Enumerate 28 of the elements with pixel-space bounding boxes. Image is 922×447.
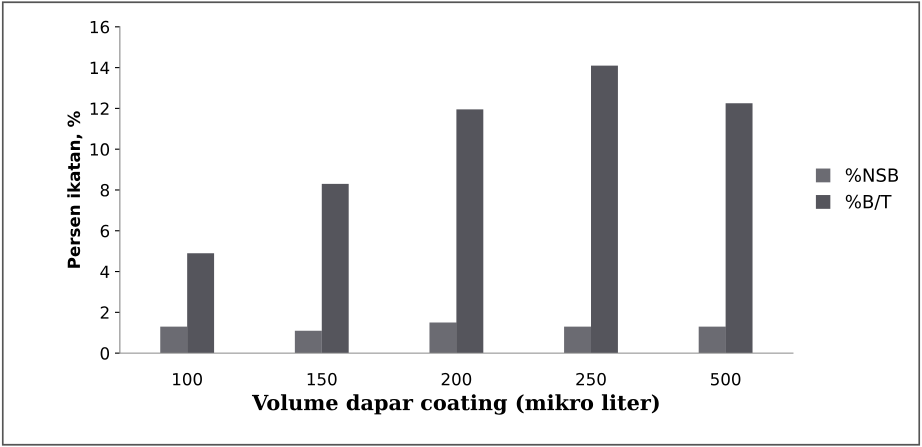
bar	[698, 326, 726, 354]
x-tick-label: 200	[442, 372, 472, 386]
y-axis-title: Persen ikatan, %	[67, 111, 82, 268]
y-tick-label: 12	[90, 102, 108, 115]
y-tick-label: 8	[100, 184, 109, 197]
legend-label: %NSB	[846, 168, 898, 182]
x-tick-label: 250	[576, 372, 606, 386]
y-tick-label: 14	[90, 62, 110, 74]
y-tick-label: 0	[100, 347, 110, 360]
y-tick-label: 4	[100, 266, 110, 278]
bar	[187, 253, 214, 354]
x-tick-label: 500	[710, 372, 740, 386]
bar	[429, 322, 456, 354]
bar	[564, 326, 591, 354]
legend-label: %B/T	[846, 194, 892, 210]
y-tick-label: 2	[100, 306, 108, 319]
x-tick-label: 150	[308, 372, 337, 386]
bar	[726, 103, 753, 354]
x-tick-label: 100	[173, 372, 202, 386]
bar	[591, 66, 618, 354]
y-tick-label: 16	[90, 20, 110, 34]
y-tick-label: 6	[100, 224, 110, 238]
x-axis-title: Volume dapar coating (mikro liter)	[252, 394, 659, 415]
y-tick-label: 10	[90, 143, 110, 156]
bar	[456, 109, 484, 354]
bar	[322, 184, 349, 354]
bar	[294, 330, 322, 354]
bar	[160, 326, 188, 354]
